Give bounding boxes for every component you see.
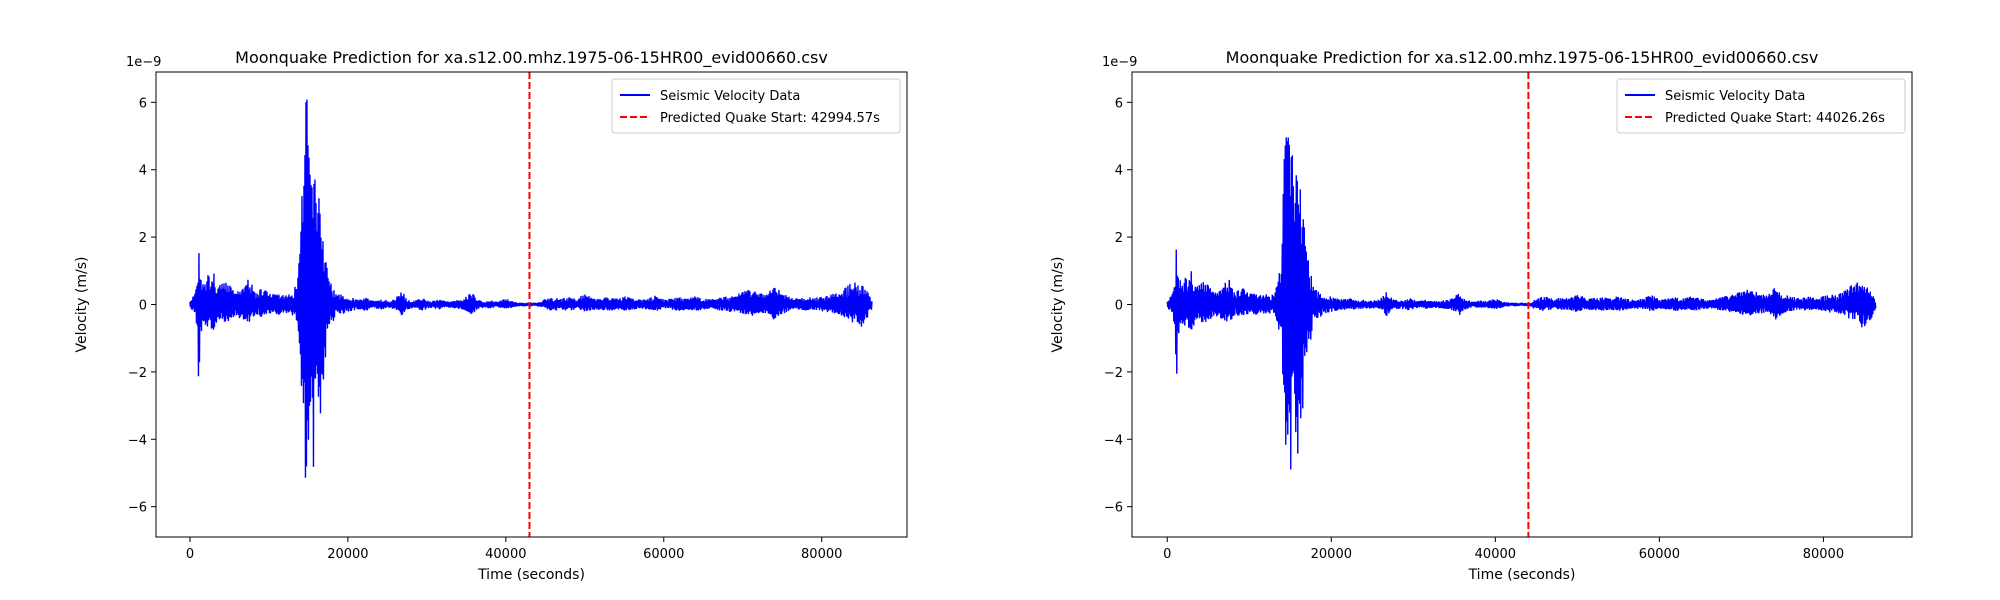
x-tick-label: 40000 (1475, 547, 1516, 562)
legend-box (611, 78, 901, 134)
y-tick-label: 6 (139, 96, 147, 111)
chart-title: Moonquake Prediction for xa.s12.00.mhz.1… (1226, 48, 1819, 68)
chart-1: Moonquake Prediction for xa.s12.00.mhz.1… (74, 48, 908, 583)
y-scale-offset: 1e−9 (1102, 55, 1137, 70)
legend: Seismic Velocity Data Predicted Quake Sta… (1616, 78, 1906, 134)
x-tick-label: 0 (186, 547, 194, 562)
x-axis-label: Time (seconds) (1468, 567, 1576, 583)
legend: Seismic Velocity Data Predicted Quake Sta… (611, 78, 901, 134)
y-axis-label: Velocity (m/s) (1050, 257, 1066, 353)
y-tick-label: −6 (1104, 501, 1123, 516)
y-tick-label: 2 (1115, 231, 1123, 246)
y-scale-offset: 1e−9 (126, 55, 161, 70)
x-tick-label: 20000 (327, 547, 368, 562)
y-tick-label: 6 (1115, 96, 1123, 111)
seismic-waveform (189, 99, 873, 478)
x-tick-label: 60000 (643, 547, 684, 562)
y-tick-label: 0 (139, 299, 147, 314)
y-tick-label: 0 (1115, 299, 1123, 314)
y-tick-label: 4 (139, 164, 147, 179)
x-tick-label: 80000 (801, 547, 842, 562)
x-tick-label: 40000 (485, 547, 526, 562)
x-tick-label: 80000 (1803, 547, 1844, 562)
legend-label-seismic: Seismic Velocity Data (660, 89, 800, 104)
chart-title: Moonquake Prediction for xa.s12.00.mhz.1… (235, 48, 828, 68)
legend-label-seismic: Seismic Velocity Data (1665, 89, 1805, 104)
y-tick-label: 2 (139, 231, 147, 246)
y-tick-label: −4 (128, 433, 147, 448)
x-tick-label: 60000 (1639, 547, 1680, 562)
legend-label-prediction: Predicted Quake Start: 42994.57s (660, 111, 880, 126)
y-tick-label: 4 (1115, 164, 1123, 179)
y-tick-label: −2 (128, 366, 147, 381)
x-tick-label: 20000 (1311, 547, 1352, 562)
seismic-waveform (1166, 137, 1877, 470)
y-axis-label: Velocity (m/s) (74, 257, 90, 353)
y-tick-label: −6 (128, 501, 147, 516)
y-tick-label: −4 (1104, 433, 1123, 448)
y-tick-label: −2 (1104, 366, 1123, 381)
legend-box (1616, 78, 1906, 134)
x-axis-label: Time (seconds) (477, 567, 585, 583)
legend-label-prediction: Predicted Quake Start: 44026.26s (1665, 111, 1885, 126)
chart-2: Moonquake Prediction for xa.s12.00.mhz.1… (1050, 48, 1913, 583)
x-tick-label: 0 (1163, 547, 1171, 562)
